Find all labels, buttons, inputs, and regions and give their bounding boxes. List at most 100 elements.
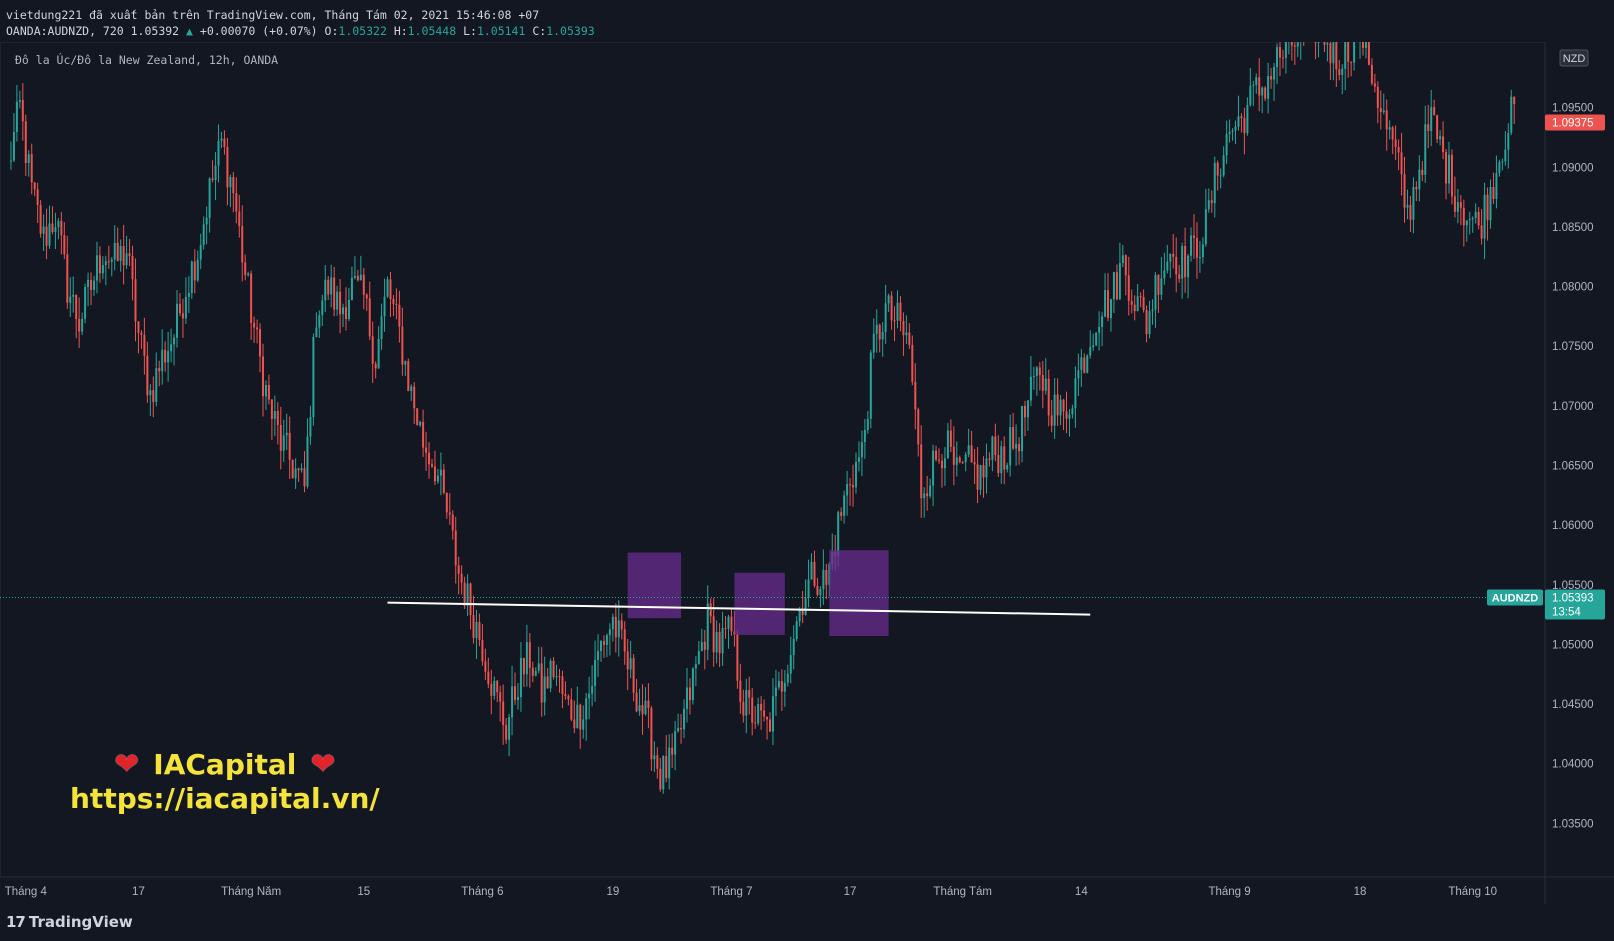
candle-body [1107,290,1110,318]
price-axis[interactable]: 1.03500 1.04000 1.04500 1.05000 1.05500 1.060… [1552,103,1594,831]
candle-body [1145,309,1148,335]
candle-body [342,307,345,315]
candle-body [938,459,941,461]
candle-body [1492,187,1495,199]
candle-body [543,676,546,703]
candle-body [1450,154,1453,197]
time-axis[interactable]: Tháng 4 17 Tháng Năm 15 Tháng 6 19 Tháng 7 17 Th… [5,886,1497,898]
candle-body [261,356,264,397]
candle-body [878,324,881,340]
candle-body [534,670,537,676]
high-value: 1.05448 [407,24,457,38]
candle-body [419,421,422,426]
trendline-layer[interactable] [0,597,1545,616]
triangle-up-icon: ▲ [186,24,193,38]
candle-body [1225,134,1228,156]
candle-body [1293,45,1296,47]
candle-body [531,667,534,676]
candle-body [392,298,395,304]
candle-body [1474,211,1477,218]
candle-body [282,435,285,451]
candle-body [1121,255,1124,264]
candle-body [63,235,66,255]
candle-body [1207,200,1210,210]
candle-body [1035,367,1038,376]
candle-body [176,303,179,338]
candle-body [60,220,63,236]
candle-body [457,565,460,574]
candle-body [650,708,653,760]
candle-body [1347,42,1350,62]
highlight-box [734,572,785,635]
candle-body [1495,173,1498,199]
candle-body [137,321,140,333]
candle-body [173,337,176,345]
candle-body [1453,196,1456,212]
candle-body [321,300,324,316]
candle-body [36,189,39,205]
candle-body [178,303,181,314]
candle-body [270,399,273,419]
candle-body [1136,296,1139,312]
candle-body [742,701,745,716]
candle-body [854,461,857,488]
candle-body [1187,255,1190,278]
candle-body [1498,162,1501,174]
candle-body [760,703,763,711]
candle-body [1068,414,1071,419]
candle-body [677,727,680,732]
candle-body [825,570,828,585]
candle-body [685,687,688,709]
candle-body [1053,394,1056,426]
candle-body [1231,130,1234,132]
candle-body [1403,174,1406,208]
candle-body [576,704,579,729]
candle-body [90,280,93,290]
time-tick-label: Tháng 4 [5,886,48,898]
candle-body [1109,299,1112,318]
time-tick-label: 17 [844,886,857,898]
candle-body [1427,124,1430,131]
candle-body [196,259,199,281]
price-tick-label: 1.05500 [1552,580,1594,592]
candle-body [727,616,730,629]
candle-body [259,329,262,357]
candle-body [893,320,896,322]
candle-body [1065,411,1068,419]
candle-body [1041,375,1044,391]
candle-body [807,579,810,598]
candle-body [1379,107,1382,113]
candle-body [582,719,585,730]
price-chart[interactable]: 1.03500 1.04000 1.04500 1.05000 1.05500 1.060… [0,42,1614,904]
candle-body [940,460,943,469]
candle-body [170,344,173,352]
candle-body [368,298,371,337]
currency-badge [1559,49,1589,67]
candle-body [333,277,336,310]
candle-body [1376,86,1379,108]
candle-body [505,725,508,740]
candle-body [276,410,279,425]
candle-body [641,705,644,715]
candle-body [481,640,484,662]
candle-body [155,368,158,402]
candle-body [21,100,24,122]
candle-body [12,131,15,161]
candle-body [525,642,528,675]
candle-body [739,680,742,702]
candle-body [926,493,929,497]
candle-body [217,140,220,166]
candle-body [929,485,932,497]
candle-body [149,390,152,396]
candle-body [1047,378,1050,416]
tradingview-footer[interactable]: 17 TradingView [6,909,133,935]
candle-body [1433,107,1436,116]
candle-body [1089,347,1092,356]
candle-body [798,608,801,622]
open-value: 1.05322 [338,24,387,38]
candle-body [1332,42,1335,64]
heart-icon: ❤ [310,747,336,782]
candle-body [365,294,368,299]
candle-body [1394,139,1397,148]
candle-body [404,361,407,365]
